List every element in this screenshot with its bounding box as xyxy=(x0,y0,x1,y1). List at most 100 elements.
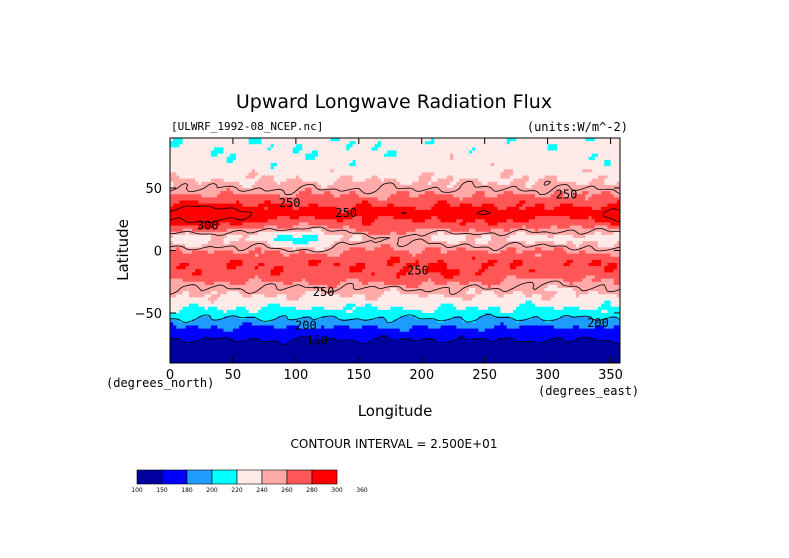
field-cell xyxy=(267,225,272,230)
field-cell xyxy=(418,184,423,189)
field-cell xyxy=(402,206,407,211)
field-cell xyxy=(547,225,552,230)
field-cell xyxy=(513,206,517,211)
field-cell xyxy=(254,216,259,220)
field-cell xyxy=(465,141,470,145)
field-cell xyxy=(456,216,460,220)
field-cell xyxy=(468,228,473,233)
field-cell xyxy=(192,191,196,195)
field-cell xyxy=(327,153,331,158)
field-cell xyxy=(434,138,438,142)
field-cell xyxy=(365,156,369,161)
field-cell xyxy=(374,244,379,248)
field-cell xyxy=(314,153,319,158)
field-cell xyxy=(383,241,388,245)
field-cell xyxy=(550,222,555,226)
field-cell xyxy=(399,234,404,239)
field-cell xyxy=(519,206,523,211)
field-cell xyxy=(236,206,240,211)
field-cell xyxy=(550,213,555,217)
field-cell xyxy=(500,169,504,173)
field-cell xyxy=(563,219,567,223)
field-cell xyxy=(314,175,319,180)
field-cell xyxy=(478,175,482,180)
field-cell xyxy=(245,191,250,195)
field-cell xyxy=(440,244,445,248)
field-cell xyxy=(176,200,180,205)
field-cell xyxy=(358,150,363,155)
field-cell xyxy=(541,194,545,198)
field-cell xyxy=(173,181,177,186)
field-cell xyxy=(588,175,593,180)
field-cell xyxy=(484,234,489,239)
field-cell xyxy=(522,206,526,211)
field-cell xyxy=(553,216,558,220)
field-cell xyxy=(503,197,508,201)
field-cell xyxy=(500,141,504,145)
field-cell xyxy=(192,197,196,201)
field-cell xyxy=(349,222,353,226)
field-cell xyxy=(383,203,388,208)
field-cell xyxy=(214,188,218,192)
field-cell xyxy=(557,231,561,236)
field-cell xyxy=(588,147,593,151)
field-cell xyxy=(440,241,445,245)
field-cell xyxy=(387,194,391,198)
field-cell xyxy=(503,138,508,142)
field-cell xyxy=(616,213,621,217)
field-cell xyxy=(456,191,460,195)
field-cell xyxy=(223,141,228,145)
field-cell xyxy=(374,219,379,223)
field-cell xyxy=(434,163,438,167)
field-cell xyxy=(207,147,212,151)
field-cell xyxy=(412,206,416,211)
field-cell xyxy=(406,163,410,167)
field-cell xyxy=(229,175,234,180)
field-cell xyxy=(566,213,571,217)
field-cell xyxy=(472,203,476,208)
field-cell xyxy=(468,219,473,223)
field-cell xyxy=(327,238,331,242)
field-cell xyxy=(201,200,206,205)
field-cell xyxy=(248,238,253,242)
field-cell xyxy=(314,156,319,161)
field-cell xyxy=(176,225,180,230)
field-cell xyxy=(355,172,360,176)
field-cell xyxy=(387,144,391,148)
field-cell xyxy=(339,206,344,211)
field-cell xyxy=(192,225,196,230)
field-cell xyxy=(308,222,313,226)
field-cell xyxy=(450,219,454,223)
field-cell xyxy=(475,153,479,158)
field-cell xyxy=(245,153,250,158)
field-cell xyxy=(478,188,482,192)
field-cell xyxy=(402,159,407,164)
field-cell xyxy=(513,231,517,236)
field-cell xyxy=(446,159,451,164)
field-cell xyxy=(261,238,265,242)
field-cell xyxy=(541,188,545,192)
field-cell xyxy=(286,216,290,220)
field-cell xyxy=(173,172,177,176)
field-cell xyxy=(267,244,272,248)
field-cell xyxy=(251,213,256,217)
field-cell xyxy=(582,200,586,205)
field-cell xyxy=(204,213,209,217)
field-cell xyxy=(346,147,350,151)
field-cell xyxy=(371,159,375,164)
field-cell xyxy=(503,163,508,167)
field-cell xyxy=(223,231,228,236)
field-cell xyxy=(525,172,530,176)
field-cell xyxy=(358,222,363,226)
field-cell xyxy=(299,144,303,148)
field-cell xyxy=(242,222,246,226)
field-cell xyxy=(601,241,605,245)
field-cell xyxy=(440,194,445,198)
field-cell xyxy=(188,238,193,242)
field-cell xyxy=(311,175,316,180)
field-cell xyxy=(541,184,545,189)
field-cell xyxy=(421,231,426,236)
field-cell xyxy=(327,194,331,198)
field-cell xyxy=(223,209,228,214)
field-cell xyxy=(349,172,353,176)
